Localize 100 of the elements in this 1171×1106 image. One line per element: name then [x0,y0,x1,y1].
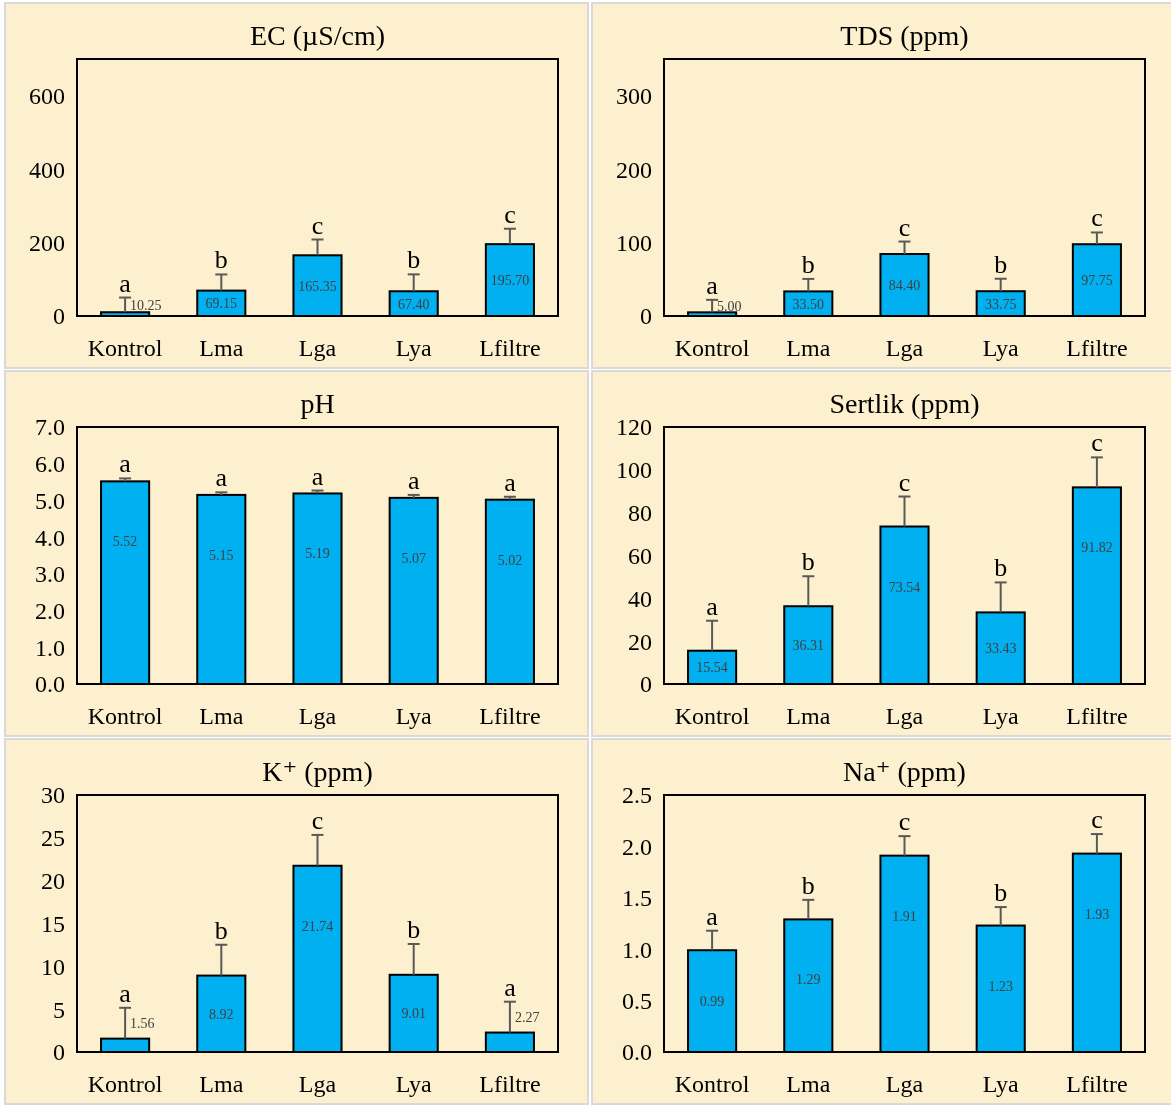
data-label: 1.56 [130,1016,155,1032]
data-label: 84.40 [888,278,921,294]
data-label: 91.82 [1081,540,1113,556]
y-tick-label: 25 [41,825,65,852]
annotation: c [1091,203,1103,233]
y-tick-label: 2.0 [622,833,652,860]
y-tick-label: 20 [628,628,652,655]
data-label: 8.92 [209,1006,234,1022]
x-tick-label: Lga [885,335,924,361]
y-tick-label: 20 [41,868,65,895]
annotation: a [504,972,517,1002]
data-label: 165.35 [298,278,337,294]
y-tick-label: 0 [53,1039,65,1066]
annotation: c [898,467,911,497]
x-tick-label: Lfiltre [1066,1071,1128,1097]
y-tick-label: 1.0 [622,936,652,963]
y-tick-label: 400 [29,156,65,183]
y-tick-label: 10 [41,953,65,980]
x-tick-label: Lya [982,1071,1020,1097]
y-tick-label: 7.0 [35,414,65,441]
annotation: b [994,249,1008,279]
data-label: 69.15 [205,296,238,312]
x-tick-label: Lya [395,1071,433,1097]
x-tick-label: Lma [786,1071,831,1097]
x-tick-label: Lya [395,335,433,361]
y-tick-label: 5 [53,996,65,1023]
x-tick-label: Kontrol [87,335,163,361]
annotation: b [994,553,1008,583]
y-tick-label: 30 [41,782,65,809]
annotation: a [311,461,324,491]
annotation: a [504,467,517,497]
data-label: 0.99 [699,994,725,1010]
annotation: b [994,878,1008,908]
annotation: c [898,807,911,837]
x-tick-label: Lma [786,703,831,729]
y-tick-label: 0 [640,303,652,330]
data-label: 195.70 [490,273,530,289]
data-label: 36.31 [792,638,825,654]
y-tick-label: 2.5 [622,782,652,809]
y-tick-label: 120 [616,414,652,441]
data-label: 1.91 [892,908,917,924]
data-label: 97.75 [1081,273,1113,289]
x-tick-label: Lfiltre [479,335,541,361]
data-label: 9.01 [401,1006,426,1022]
annotation: b [801,870,815,900]
x-tick-label: Lga [885,1071,924,1097]
data-label: 5.15 [209,547,234,563]
annotation: a [407,465,420,495]
annotation: b [801,249,815,279]
annotation: c [1091,805,1103,835]
chart-title: Na⁺ (ppm) [843,756,966,787]
annotation: a [119,268,132,298]
x-tick-label: Lfiltre [479,1071,541,1097]
x-tick-label: Lfiltre [1066,703,1128,729]
data-label: 5.07 [401,550,426,566]
y-tick-label: 3.0 [35,561,65,588]
x-tick-label: Lfiltre [1066,335,1128,361]
y-tick-label: 0.5 [622,988,652,1014]
annotation: a [706,901,719,931]
annotation: a [119,449,132,479]
chart-title: Sertlik (ppm) [829,388,980,419]
x-tick-label: Lya [982,335,1020,361]
annotation: a [706,591,719,621]
y-tick-label: 100 [616,457,652,484]
y-tick-label: 600 [29,83,65,110]
annotation: b [407,245,421,275]
data-label: 10.25 [130,297,162,313]
x-tick-label: Kontrol [674,703,750,729]
x-tick-label: Kontrol [674,1071,750,1097]
x-tick-label: Lma [199,703,244,729]
y-tick-label: 4.0 [35,524,65,551]
annotation: a [119,978,132,1008]
x-tick-label: Lya [982,703,1020,729]
x-tick-label: Lma [199,335,244,361]
y-tick-label: 300 [616,83,652,110]
y-tick-label: 0.0 [622,1039,652,1066]
y-tick-label: 200 [29,229,65,256]
chart-title: K⁺ (ppm) [262,756,373,787]
y-tick-label: 2.0 [35,597,65,624]
y-tick-label: 6.0 [35,451,65,478]
y-tick-label: 0 [640,671,652,698]
annotation: c [311,210,324,240]
annotation: c [898,212,911,242]
data-label: 73.54 [888,579,921,595]
y-tick-label: 200 [616,156,652,183]
annotation: c [311,805,324,835]
x-tick-label: Lga [298,1071,337,1097]
data-label: 33.50 [792,296,825,312]
y-tick-label: 15 [41,910,65,937]
x-tick-label: Lya [395,703,433,729]
y-tick-label: 1.0 [35,634,65,661]
y-tick-label: 80 [628,500,652,527]
annotation: c [504,199,516,229]
data-label: 15.54 [696,660,728,676]
data-label: 1.23 [988,978,1013,994]
data-label: 2.27 [514,1010,540,1026]
data-label: 1.29 [796,972,821,988]
data-label: 1.93 [1084,906,1110,922]
annotation: b [407,914,421,944]
x-tick-label: Lga [298,703,337,729]
